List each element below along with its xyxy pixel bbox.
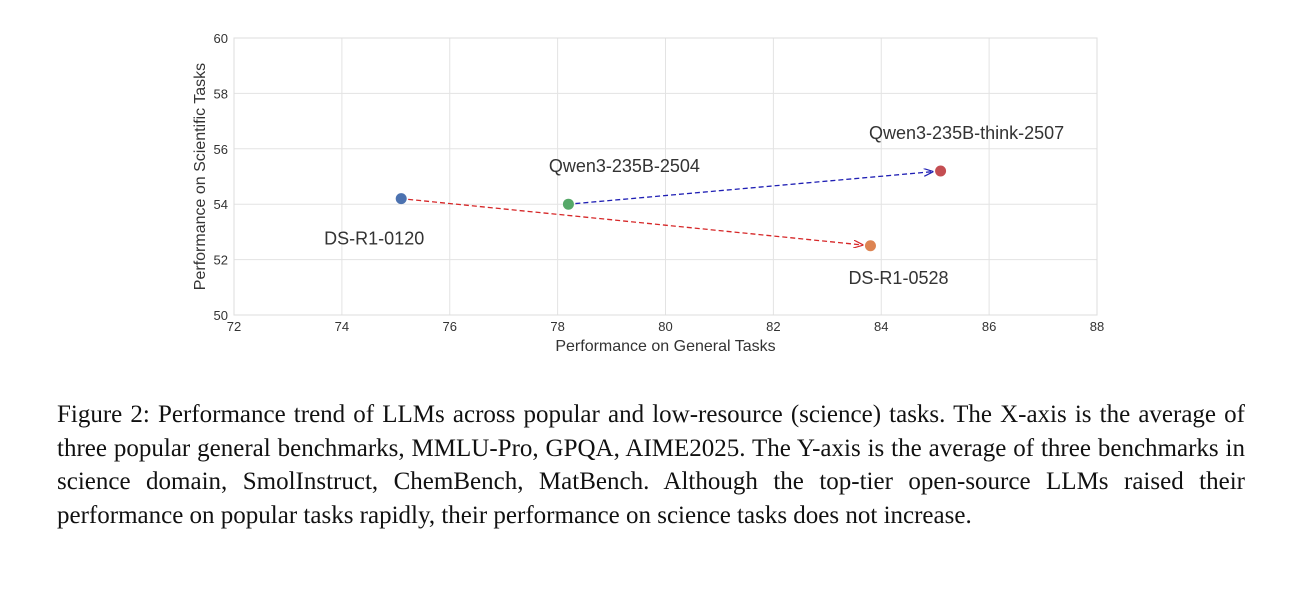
x-tick-label: 84	[874, 319, 888, 334]
y-tick-labels: 50 52 54 56 58 60	[214, 31, 228, 323]
x-tick-label: 72	[227, 319, 241, 334]
x-tick-label: 74	[335, 319, 349, 334]
data-point	[864, 240, 876, 252]
x-tick-label: 78	[550, 319, 564, 334]
data-point	[562, 198, 574, 210]
y-tick-label: 56	[214, 142, 228, 157]
point-label: DS-R1-0528	[848, 268, 948, 288]
point-label: Qwen3-235B-2504	[549, 156, 700, 176]
x-tick-label: 86	[982, 319, 996, 334]
trend-arrows	[408, 172, 932, 245]
y-tick-label: 60	[214, 31, 228, 46]
x-tick-label: 76	[443, 319, 457, 334]
x-tick-label: 82	[766, 319, 780, 334]
point-label: DS-R1-0120	[324, 229, 424, 249]
x-axis-label: Performance on General Tasks	[555, 338, 775, 355]
trend-arrow	[408, 198, 862, 245]
chart-container: 72 74 76 78 80 82 84 86 88 50 52 54 56 58 60 Performa…	[192, 31, 1104, 355]
grid-lines	[233, 37, 1098, 316]
point-label: Qwen3-235B-think-2507	[869, 123, 1064, 143]
x-tick-label: 88	[1090, 319, 1104, 334]
y-tick-label: 58	[214, 86, 228, 101]
scatter-chart: 72 74 76 78 80 82 84 86 88 50 52 54 56 58 60 Performa…	[192, 31, 1104, 355]
y-tick-label: 54	[214, 197, 228, 212]
plot-frame	[233, 37, 1098, 316]
trend-arrow	[575, 172, 932, 205]
point-labels: DS-R1-0120 Qwen3-235B-2504 DS-R1-0528 Qwen3…	[324, 123, 1064, 288]
y-tick-label: 50	[214, 308, 228, 323]
x-tick-labels: 72 74 76 78 80 82 84 86 88	[227, 319, 1104, 334]
data-point	[935, 165, 947, 177]
y-tick-label: 52	[214, 253, 228, 268]
data-point	[395, 193, 407, 205]
y-axis-label: Performance on Scientific Tasks	[192, 63, 209, 290]
x-tick-label: 80	[658, 319, 672, 334]
data-points	[395, 165, 947, 252]
figure-caption: Figure 2: Performance trend of LLMs acro…	[57, 401, 1245, 529]
